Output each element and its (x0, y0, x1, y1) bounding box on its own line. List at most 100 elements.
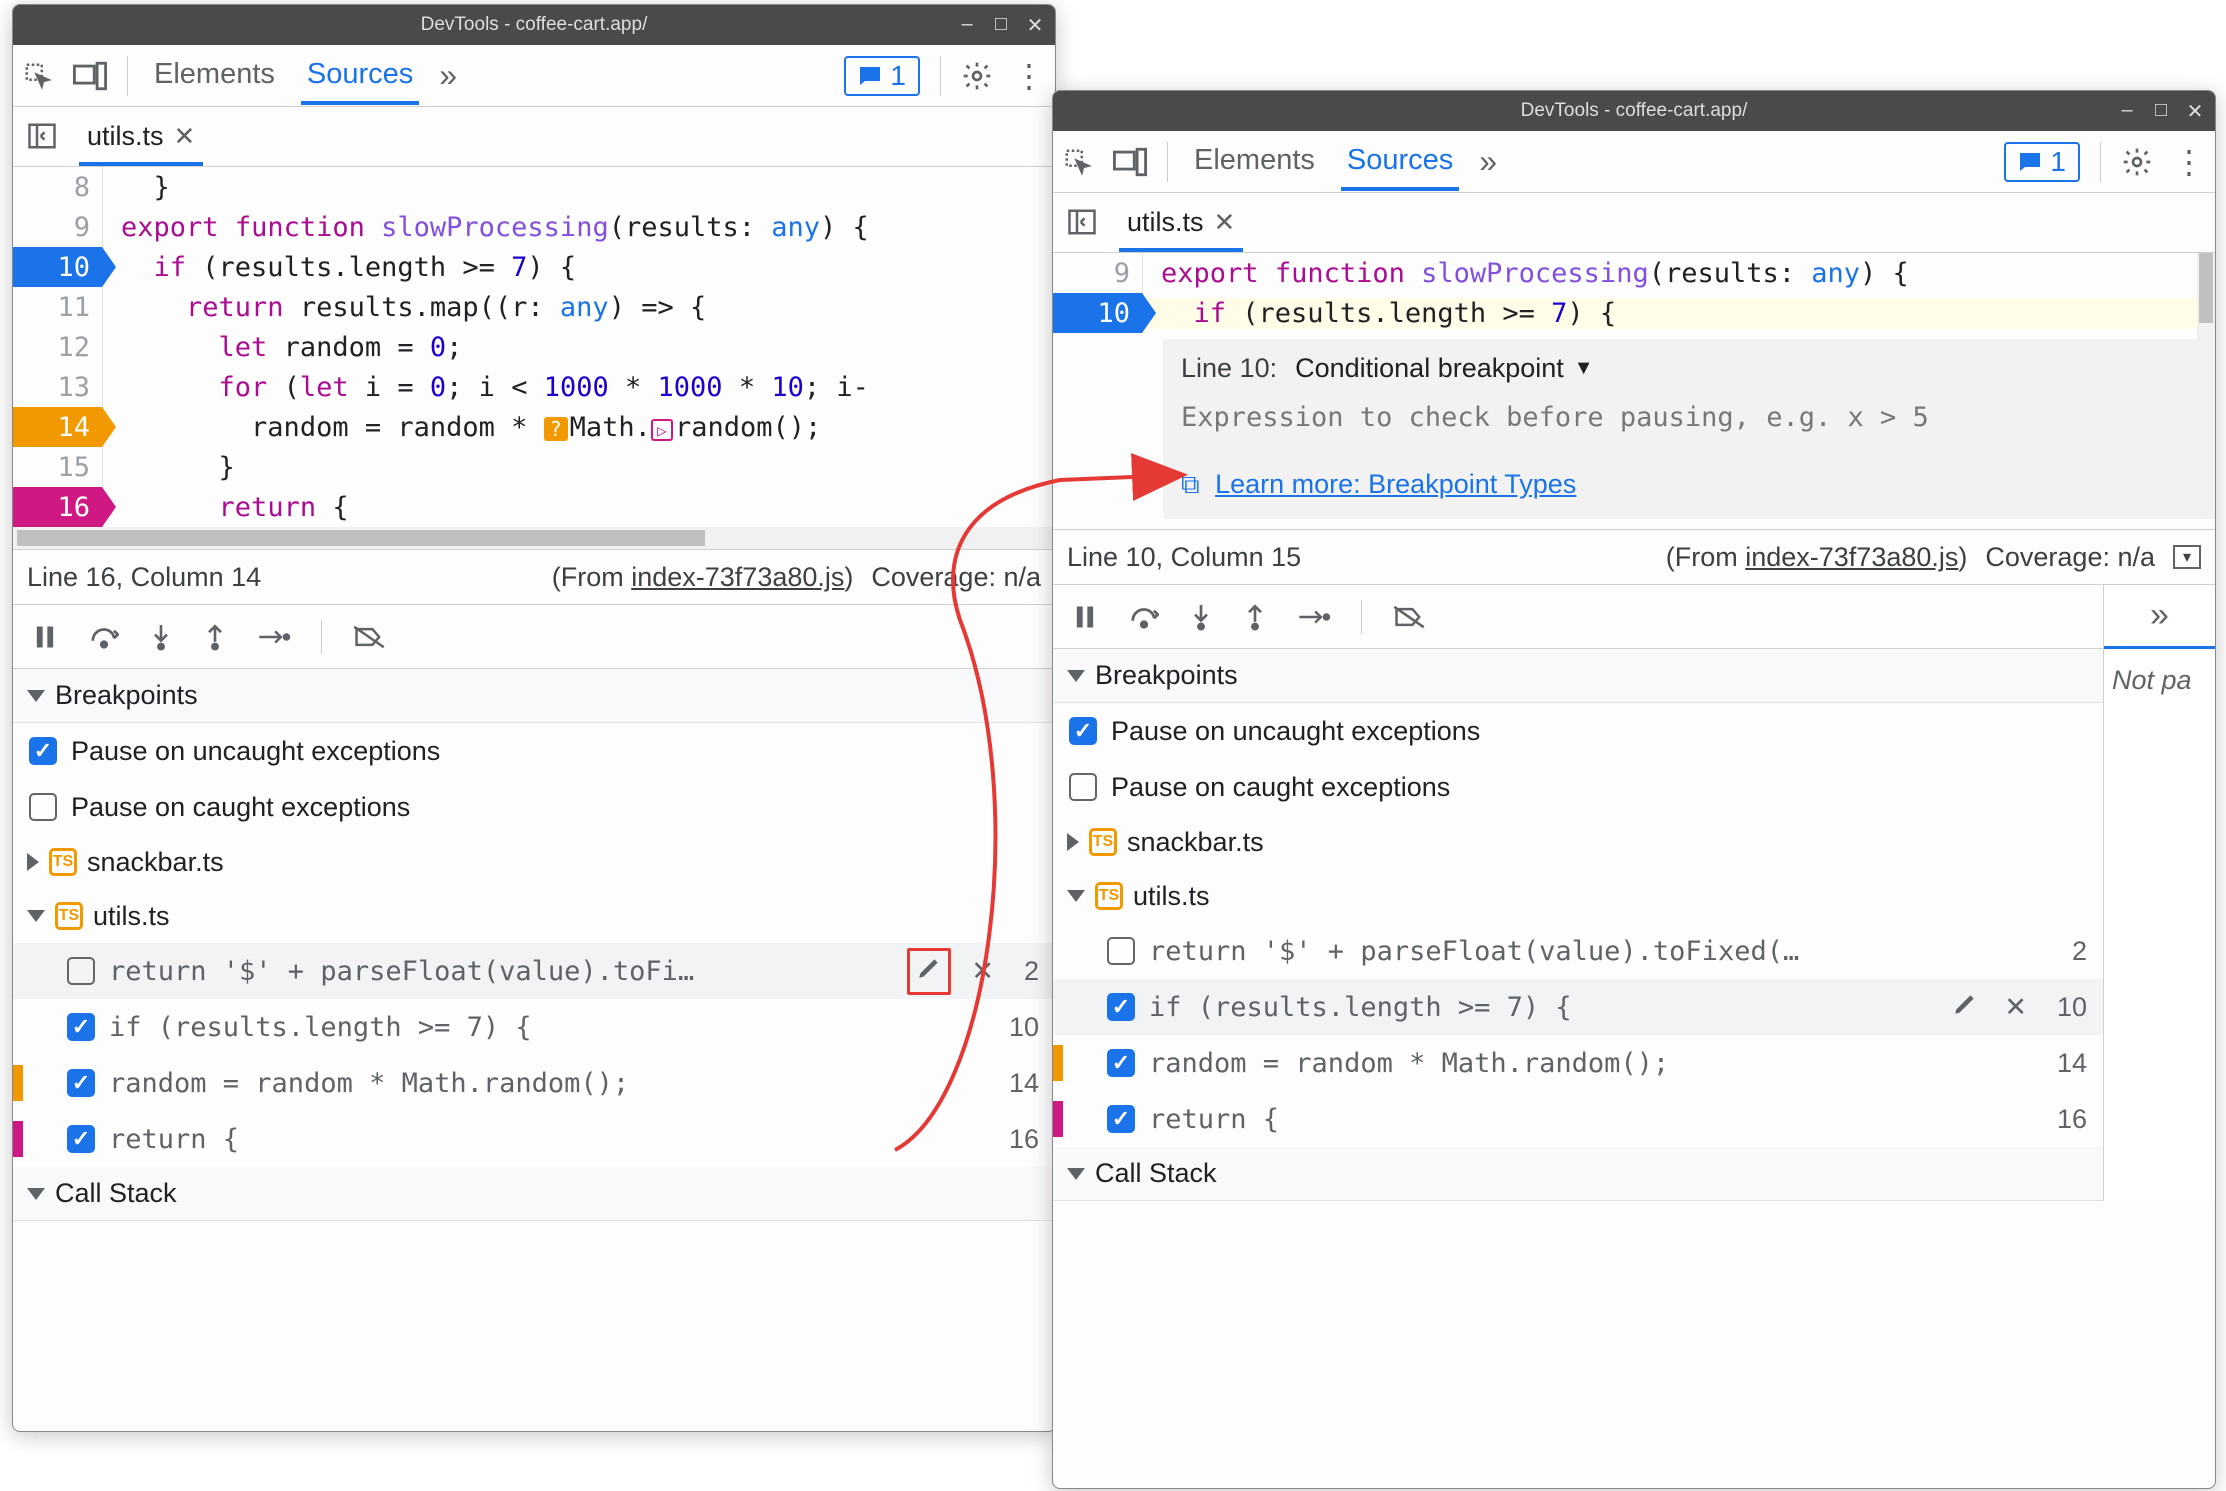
close-tab-icon[interactable]: ✕ (1214, 207, 1236, 238)
checkbox-unchecked-icon[interactable] (1069, 773, 1097, 801)
source-map-link[interactable]: index-73f73a80.js (631, 562, 844, 592)
checkbox-unchecked-icon[interactable] (29, 793, 57, 821)
delete-breakpoint-icon[interactable]: ✕ (965, 956, 1000, 987)
step-out-icon[interactable] (1243, 602, 1267, 632)
more-tabs-icon[interactable]: » (1479, 143, 1497, 180)
checkbox-checked-icon[interactable] (67, 1125, 95, 1153)
breakpoints-section-header[interactable]: Breakpoints (13, 669, 1055, 723)
checkbox-unchecked-icon[interactable] (1107, 937, 1135, 965)
tab-sources[interactable]: Sources (301, 46, 419, 105)
bp-file-utils[interactable]: TS utils.ts (13, 889, 1055, 943)
gutter-breakpoint[interactable]: 10 (1053, 293, 1143, 333)
bp-code: return '$' + parseFloat(value).toFi… (109, 956, 893, 987)
learn-more-link[interactable]: Learn more: Breakpoint Types (1215, 469, 1576, 499)
gutter[interactable]: 11 (13, 287, 103, 327)
maximize-icon[interactable]: □ (989, 13, 1013, 38)
filename: utils.ts (93, 901, 170, 932)
step-into-icon[interactable] (1189, 602, 1213, 632)
breakpoint-row[interactable]: return '$' + parseFloat(value).toFi… ✕ 2 (13, 943, 1055, 999)
inspect-element-icon[interactable] (23, 61, 53, 91)
checkbox-checked-icon[interactable] (67, 1013, 95, 1041)
close-icon[interactable]: ✕ (2183, 99, 2207, 124)
checkbox-checked-icon[interactable] (1069, 717, 1097, 745)
gutter[interactable]: 13 (13, 367, 103, 407)
gutter[interactable]: 15 (13, 447, 103, 487)
more-tabs-icon[interactable]: » (439, 57, 457, 94)
code-editor[interactable]: 8 } 9export function slowProcessing(resu… (13, 167, 1055, 527)
step-icon[interactable] (257, 625, 291, 649)
settings-gear-icon[interactable] (2121, 146, 2153, 178)
cbp-expression-placeholder[interactable]: Expression to check before pausing, e.g.… (1181, 402, 2181, 433)
expand-drawer-icon[interactable]: ▾ (2173, 545, 2201, 569)
delete-breakpoint-icon[interactable]: ✕ (1998, 992, 2033, 1023)
breakpoint-row[interactable]: return { 16 (13, 1111, 1055, 1167)
kebab-menu-icon[interactable]: ⋮ (1013, 57, 1045, 95)
breakpoints-section-header[interactable]: Breakpoints (1053, 649, 2103, 703)
breakpoint-row[interactable]: return '$' + parseFloat(value).toFixed(…… (1053, 923, 2103, 979)
step-icon[interactable] (1297, 605, 1331, 629)
file-tab-utils[interactable]: utils.ts ✕ (1119, 195, 1243, 252)
settings-gear-icon[interactable] (961, 60, 993, 92)
issues-button[interactable]: 1 (2004, 142, 2080, 182)
checkbox-unchecked-icon[interactable] (67, 957, 95, 985)
code-editor[interactable]: 9export function slowProcessing(results:… (1053, 253, 2215, 333)
horizontal-scrollbar[interactable] (13, 527, 1055, 549)
watch-more-tabs-icon[interactable]: » (2104, 585, 2215, 649)
minimize-icon[interactable]: – (2115, 99, 2139, 124)
step-over-icon[interactable] (1129, 603, 1159, 631)
breakpoint-row[interactable]: random = random * Math.random(); 14 (13, 1055, 1055, 1111)
close-tab-icon[interactable]: ✕ (174, 121, 196, 152)
step-into-icon[interactable] (149, 622, 173, 652)
device-toolbar-icon[interactable] (1113, 147, 1147, 177)
cbp-type-dropdown[interactable]: Conditional breakpoint ▼ (1295, 353, 1593, 384)
checkbox-checked-icon[interactable] (1107, 1105, 1135, 1133)
breakpoint-row[interactable]: return { 16 (1053, 1091, 2103, 1147)
minimize-icon[interactable]: – (955, 13, 979, 38)
callstack-section-header[interactable]: Call Stack (1053, 1147, 2103, 1201)
step-over-icon[interactable] (89, 623, 119, 651)
breakpoint-row[interactable]: if (results.length >= 7) { 10 (13, 999, 1055, 1055)
breakpoint-row[interactable]: if (results.length >= 7) { ✕ 10 (1053, 979, 2103, 1035)
checkbox-checked-icon[interactable] (1107, 1049, 1135, 1077)
kebab-menu-icon[interactable]: ⋮ (2173, 143, 2205, 181)
gutter-breakpoint[interactable]: 10 (13, 247, 103, 287)
source-map-link[interactable]: index-73f73a80.js (1745, 542, 1958, 572)
pause-icon[interactable] (1071, 603, 1099, 631)
vertical-scrollbar[interactable] (2197, 253, 2215, 519)
tab-sources[interactable]: Sources (1341, 132, 1459, 191)
edit-breakpoint-icon[interactable] (1946, 991, 1984, 1024)
step-out-icon[interactable] (203, 622, 227, 652)
pause-caught-row[interactable]: Pause on caught exceptions (13, 779, 1055, 835)
navigator-toggle-icon[interactable] (1059, 197, 1105, 252)
pause-uncaught-row[interactable]: Pause on uncaught exceptions (13, 723, 1055, 779)
gutter-conditional-bp[interactable]: 14 (13, 407, 103, 447)
gutter[interactable]: 12 (13, 327, 103, 367)
bp-file-utils[interactable]: TS utils.ts (1053, 869, 2103, 923)
issues-button[interactable]: 1 (844, 56, 920, 96)
pause-caught-row[interactable]: Pause on caught exceptions (1053, 759, 2103, 815)
file-tab-utils[interactable]: utils.ts ✕ (79, 109, 203, 166)
callstack-section-header[interactable]: Call Stack (13, 1167, 1055, 1221)
gutter[interactable]: 8 (13, 167, 103, 207)
edit-breakpoint-icon[interactable] (907, 948, 951, 995)
checkbox-checked-icon[interactable] (67, 1069, 95, 1097)
checkbox-checked-icon[interactable] (1107, 993, 1135, 1021)
pause-icon[interactable] (31, 623, 59, 651)
tab-elements[interactable]: Elements (1188, 132, 1321, 191)
gutter-logpoint[interactable]: 16 (13, 487, 103, 527)
maximize-icon[interactable]: □ (2149, 99, 2173, 124)
checkbox-checked-icon[interactable] (29, 737, 57, 765)
pause-uncaught-row[interactable]: Pause on uncaught exceptions (1053, 703, 2103, 759)
gutter[interactable]: 9 (13, 207, 103, 247)
bp-file-snackbar[interactable]: TS snackbar.ts (13, 835, 1055, 889)
deactivate-bp-icon[interactable] (1392, 603, 1426, 631)
deactivate-bp-icon[interactable] (352, 623, 386, 651)
device-toolbar-icon[interactable] (73, 61, 107, 91)
close-icon[interactable]: ✕ (1023, 13, 1047, 38)
tab-elements[interactable]: Elements (148, 46, 281, 105)
gutter[interactable]: 9 (1053, 253, 1143, 293)
navigator-toggle-icon[interactable] (19, 111, 65, 166)
breakpoint-row[interactable]: random = random * Math.random(); 14 (1053, 1035, 2103, 1091)
inspect-element-icon[interactable] (1063, 147, 1093, 177)
bp-file-snackbar[interactable]: TS snackbar.ts (1053, 815, 2103, 869)
